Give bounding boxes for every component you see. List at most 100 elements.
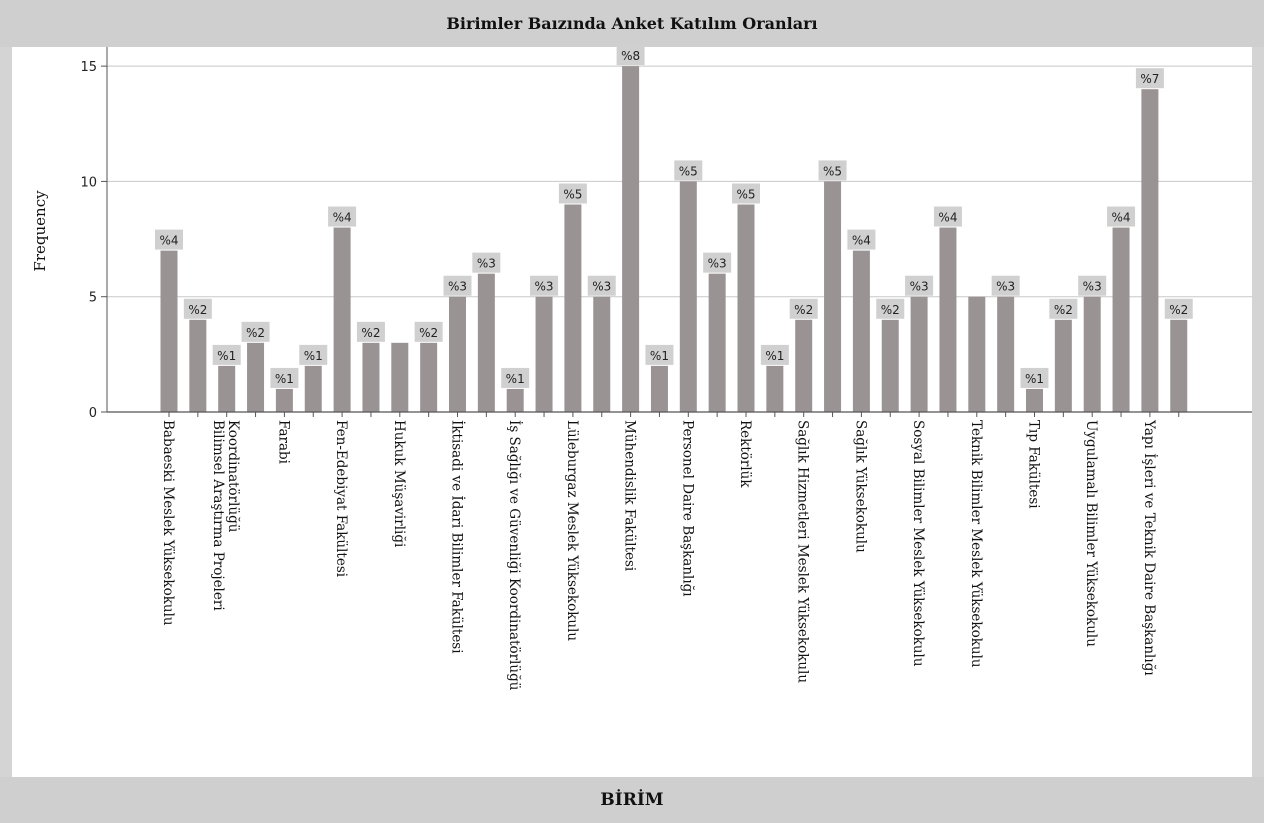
data-label: %1 (304, 349, 323, 363)
bar (679, 181, 697, 412)
data-label: %2 (794, 303, 813, 317)
bar (160, 250, 178, 412)
data-label-bg (299, 344, 328, 365)
bar (737, 204, 755, 412)
bar (622, 66, 640, 412)
data-label-bg (847, 229, 876, 250)
data-label: %1 (1025, 372, 1044, 386)
y-tick-label: 10 (80, 175, 97, 190)
data-label: %1 (765, 349, 784, 363)
data-label-bg (414, 321, 443, 342)
x-category-label: İktisadi ve İdari Bilimler Fakültesi (449, 420, 466, 654)
data-label-bg (645, 344, 674, 365)
data-label-bg (616, 45, 645, 66)
data-label-bg (1164, 298, 1193, 319)
x-category-label: Rektörlük (737, 420, 753, 488)
data-label-bg (789, 298, 818, 319)
x-category-label: Sağlık Yüksekokulu (852, 420, 868, 553)
x-category-label: Yapı İşleri ve Teknik Daire Başkanlığı (1141, 419, 1158, 676)
data-label: %3 (910, 280, 929, 294)
data-label-bg (818, 160, 847, 181)
data-label: %5 (679, 164, 698, 178)
bar (304, 365, 322, 412)
bar (362, 342, 380, 412)
data-label-bg (1049, 298, 1078, 319)
data-label: %2 (361, 326, 380, 340)
bar (189, 319, 207, 412)
data-label-bg (270, 367, 299, 388)
x-category-label: Sağlık Hizmetleri Meslek Yüksekokulu (795, 420, 811, 683)
data-label: %8 (621, 49, 640, 63)
data-label-bg (155, 229, 183, 250)
bar (1083, 296, 1101, 412)
data-label-bg (1020, 367, 1049, 388)
y-tick-label: 0 (89, 406, 97, 421)
data-label: %2 (246, 326, 265, 340)
data-label: %3 (592, 280, 611, 294)
y-tick-label: 15 (80, 60, 97, 75)
bar (910, 296, 928, 412)
data-label-bg (183, 298, 212, 319)
bar (1026, 388, 1043, 412)
data-label: %4 (159, 234, 178, 248)
data-label: %3 (535, 280, 554, 294)
data-label: %4 (1112, 211, 1131, 225)
bar (1170, 319, 1188, 412)
data-label-bg (328, 206, 357, 227)
data-label: %2 (881, 303, 900, 317)
x-category-label: Uygulamalı Bilimler Yüksekokulu (1083, 420, 1099, 647)
data-label-bg (991, 275, 1020, 296)
bar (939, 227, 957, 412)
data-label: %5 (823, 164, 842, 178)
bar (766, 365, 784, 412)
x-category-label: Tıp Fakültesi (1026, 420, 1042, 509)
y-tick-label: 5 (89, 291, 97, 306)
bar (391, 342, 409, 412)
data-label-bg (530, 275, 559, 296)
data-label-bg (472, 252, 501, 273)
x-category-label: Teknik Bilimler Meslek Yüksekokulu (968, 420, 984, 668)
data-label-bg (443, 275, 472, 296)
x-category-label: Farabi (275, 420, 291, 465)
data-label-bg (876, 298, 905, 319)
bar (420, 342, 438, 412)
bar (506, 388, 524, 412)
data-label-bg (501, 367, 530, 388)
bar (247, 342, 265, 412)
data-label-bg (760, 344, 789, 365)
bar (708, 273, 726, 412)
chart-title: Birimler Baızında Anket Katılım Oranları (446, 14, 818, 33)
data-label-bg (1078, 275, 1107, 296)
data-label-bg (558, 183, 587, 204)
data-label-bg (1135, 68, 1164, 89)
x-category-label: Lüleburgaz Meslek Yüksekokulu (564, 420, 580, 641)
x-category-label: Babaeski Meslek Yüksekokulu (160, 420, 176, 626)
data-label-bg (905, 275, 934, 296)
data-label-bg (933, 206, 962, 227)
bar (881, 319, 899, 412)
x-category-label: Koordinatörlüğü (225, 420, 241, 533)
data-label: %7 (1140, 72, 1159, 86)
data-label: %1 (506, 372, 525, 386)
bar (852, 250, 870, 412)
x-axis-title-bar: BİRİM (0, 777, 1264, 823)
x-category-label: Fen-Edebiyat Fakültesi (333, 420, 349, 578)
data-label-bg (241, 321, 270, 342)
x-category-label: Sosyal Bilimler Meslek Yüksekokulu (910, 420, 926, 667)
chart-title-bar: Birimler Baızında Anket Katılım Oranları (0, 0, 1264, 47)
bar (449, 296, 466, 412)
bar (218, 365, 236, 412)
bar (824, 181, 842, 412)
data-label: %1 (217, 349, 236, 363)
data-label: %5 (736, 187, 755, 201)
data-label-bg (674, 160, 703, 181)
data-label: %4 (938, 211, 957, 225)
bar (333, 227, 351, 412)
data-label: %3 (477, 257, 496, 271)
data-label: %4 (852, 234, 871, 248)
data-label-bg (356, 321, 385, 342)
data-label: %2 (188, 303, 207, 317)
data-label: %4 (333, 211, 352, 225)
x-category-label: Personel Daire Başkanlığı (679, 420, 695, 597)
